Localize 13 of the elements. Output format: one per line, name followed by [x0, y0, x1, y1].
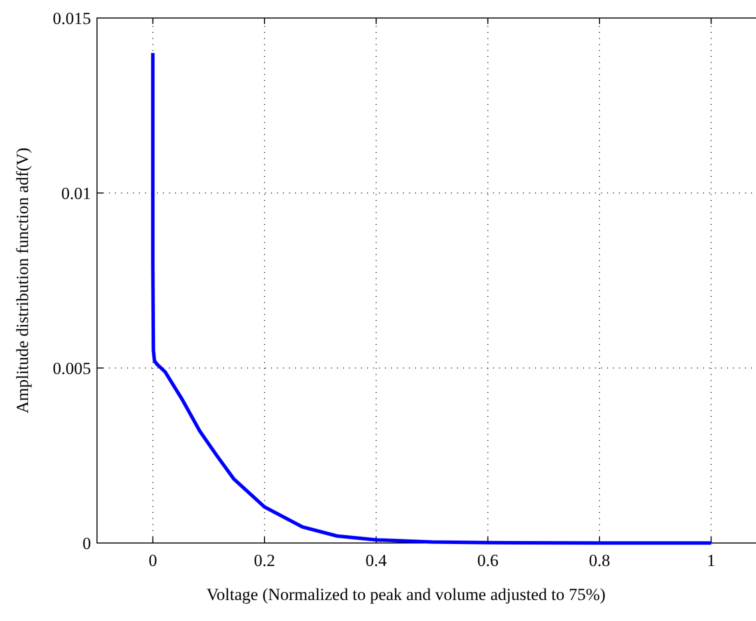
y-tick-label: 0	[82, 534, 91, 553]
x-tick-label: 0.6	[477, 551, 498, 570]
x-tick-label: 0.8	[588, 551, 610, 570]
y-axis-title: Amplitude distribution function adf(V)	[13, 148, 32, 414]
y-tick-label: 0.005	[52, 359, 91, 378]
line-series	[151, 51, 713, 545]
x-tick-label: 0	[148, 551, 158, 570]
x-axis-title: Voltage (Normalized to peak and volume adjusted to 75%)	[206, 585, 606, 604]
x-tick-label: 1	[706, 551, 716, 570]
y-tick-label: 0.015	[52, 9, 91, 28]
x-tick-label: 0.2	[254, 551, 276, 570]
y-tick-label: 0.01	[61, 184, 91, 203]
x-tick-label: 0.4	[366, 551, 388, 570]
